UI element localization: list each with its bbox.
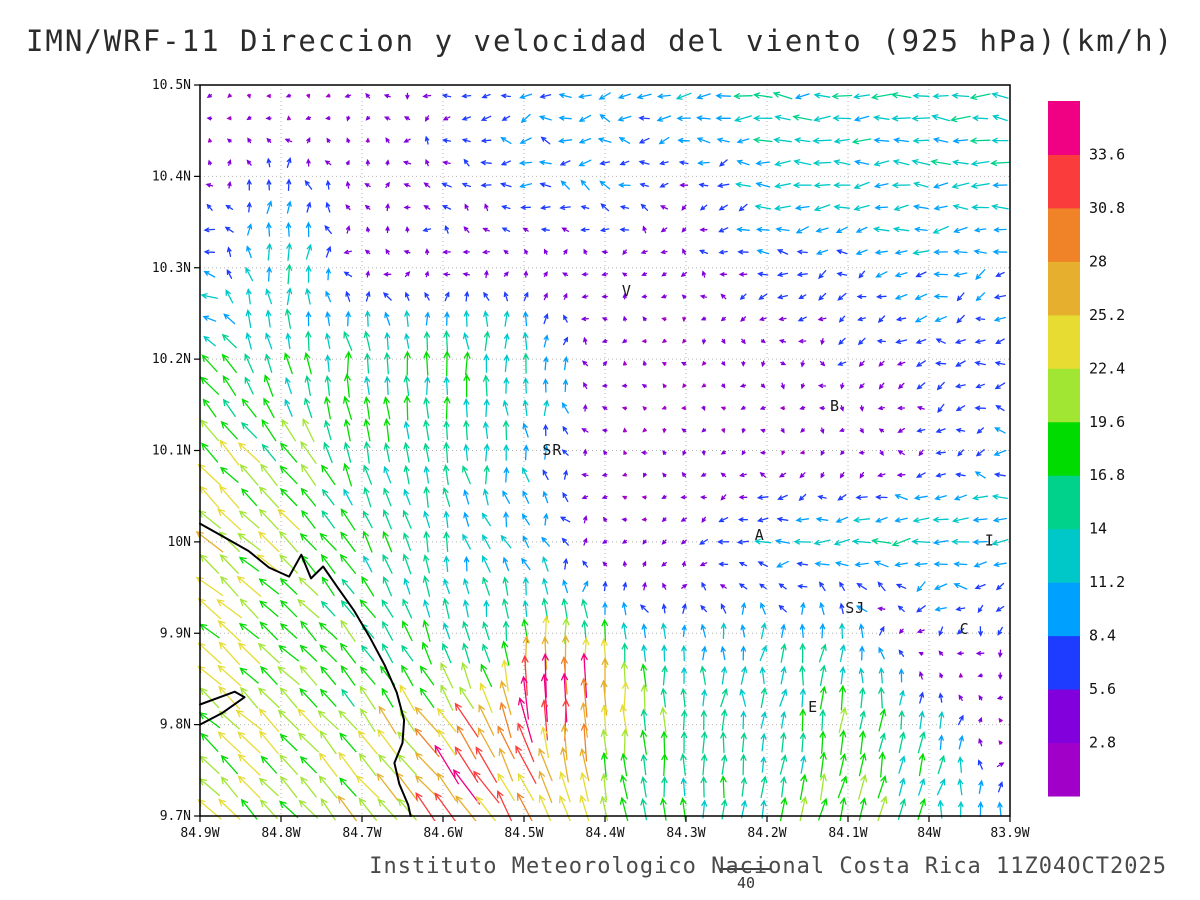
colorbar-tick-label: 16.8 — [1089, 466, 1125, 484]
x-tick-label: 84.7W — [342, 826, 381, 841]
chart-title: IMN/WRF-11 Direccion y velocidad del vie… — [25, 24, 1175, 58]
y-tick-label: 9.8N — [160, 718, 191, 733]
credit-caption: Instituto Meteorologico Nacional Costa R… — [369, 854, 1167, 879]
colorbar-tick-label: 28 — [1089, 252, 1107, 270]
station-label-E: E — [808, 698, 818, 716]
reference-vector-label: 40 — [736, 874, 756, 892]
y-axis: 9.7N 9.8N 9.9N 10N 10.1N 10.2N 10.3N 10.4N 10.5N — [152, 78, 200, 824]
wind-vectors — [195, 91, 1010, 821]
y-tick-label: 10.4N — [152, 169, 191, 184]
x-tick-label: 84.1W — [828, 826, 867, 841]
station-labels: V B SR A SJ C E I — [542, 282, 995, 716]
colorbar-tick-label: 11.2 — [1089, 573, 1125, 591]
x-tick-label: 83.9W — [990, 826, 1029, 841]
x-axis: 84.9W 84.8W 84.7W 84.6W 84.5W 84.4W 84.3W 84.2W… — [180, 816, 1030, 841]
station-label-C: C — [960, 620, 970, 638]
y-tick-label: 10.3N — [152, 261, 191, 276]
colorbar-tick-label: 25.2 — [1089, 306, 1125, 324]
colorbar-tick-label: 19.6 — [1089, 413, 1125, 431]
colorbar-tick-label: 8.4 — [1089, 627, 1116, 645]
x-tick-label: 84.6W — [423, 826, 462, 841]
station-label-SJ: SJ — [845, 599, 865, 617]
x-tick-label: 84.9W — [180, 826, 219, 841]
x-tick-label: 84.4W — [585, 826, 624, 841]
station-label-B: B — [830, 397, 840, 415]
colorbar-tick-label: 14 — [1089, 520, 1107, 538]
station-label-SR: SR — [542, 441, 562, 459]
y-tick-label: 10.2N — [152, 352, 191, 367]
station-label-I: I — [985, 532, 995, 550]
x-tick-label: 84W — [917, 826, 941, 841]
y-tick-label: 9.7N — [160, 809, 191, 824]
colorbar-tick-label: 33.6 — [1089, 145, 1125, 163]
colorbar-tick-label: 30.8 — [1089, 199, 1125, 217]
x-tick-label: 84.8W — [261, 826, 300, 841]
y-tick-label: 10N — [168, 535, 191, 550]
station-label-A: A — [755, 526, 765, 544]
y-tick-label: 10.5N — [152, 78, 191, 93]
coastline — [199, 522, 412, 817]
x-tick-label: 84.3W — [666, 826, 705, 841]
colorbar-tick-label: 5.6 — [1089, 680, 1116, 698]
colorbar: 2.8 5.6 8.4 11.2 14 16.8 19.6 22.4 25.2 28 30.8 33.… — [1048, 101, 1125, 797]
y-tick-label: 10.1N — [152, 444, 191, 459]
station-label-V: V — [622, 282, 632, 300]
x-tick-label: 84.5W — [504, 826, 543, 841]
colorbar-tick-label: 22.4 — [1089, 359, 1125, 377]
colorbar-tick-label: 2.8 — [1089, 734, 1116, 752]
y-tick-label: 9.9N — [160, 626, 191, 641]
x-tick-label: 84.2W — [747, 826, 786, 841]
